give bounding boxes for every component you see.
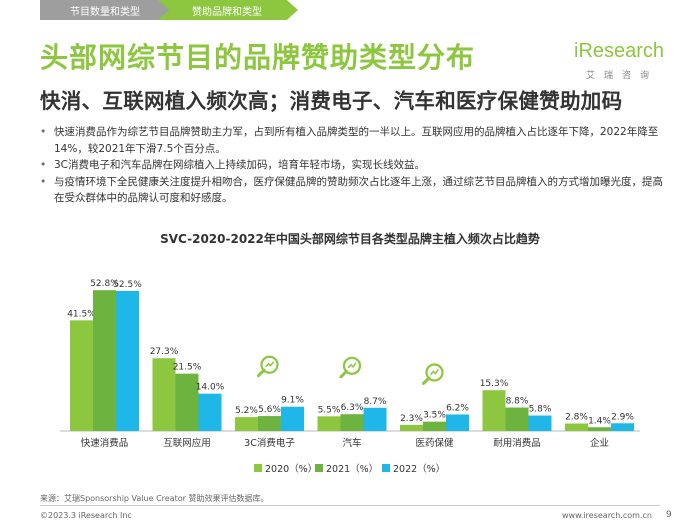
- bar-3: [446, 414, 469, 431]
- magnifier-icon-handle: [257, 368, 266, 378]
- bar-value-label: 5.6%: [258, 405, 281, 415]
- magnifier-icon-handle: [422, 376, 431, 385]
- copyright: ©2023.3 iResearch Inc: [40, 511, 132, 520]
- tab-program-count[interactable]: 节目数量和类型: [40, 0, 170, 20]
- legend-swatch: [382, 464, 390, 472]
- bullet-item: 快速消费品作为综艺节目品牌赞助主力军，占到所有植入品牌类型的一半以上。互联网应用…: [40, 124, 670, 157]
- bar-1: [565, 423, 588, 431]
- legend-label: 2022（%）: [393, 463, 445, 475]
- bar-value-label: 8.7%: [364, 397, 387, 407]
- legend-label: 2021（%）: [326, 463, 378, 475]
- footer-divider: [40, 505, 660, 506]
- iresearch-logo: iResearch 艾瑞咨询: [574, 40, 664, 82]
- category-label: 互联网应用: [163, 437, 211, 449]
- bar-1: [152, 358, 176, 431]
- bar-value-label: 9.1%: [281, 396, 304, 406]
- bar-1: [235, 417, 258, 431]
- magnifier-trend-icon: [429, 369, 440, 375]
- bar-value-label: 2.9%: [611, 412, 634, 422]
- tab-sponsor-brands[interactable]: 赞助品牌和类型: [158, 0, 298, 20]
- magnifier-trend-icon: [347, 362, 357, 369]
- bullet-item: 与疫情环境下全民健康关注度提升相吻合，医疗保健品牌的赞助频次占比逐年上涨，通过综…: [40, 174, 670, 207]
- bar-value-label: 41.5%: [67, 309, 96, 319]
- bar-1: [482, 390, 506, 431]
- page-subtitle: 快消、互联网植入频次高；消费电子、汽车和医疗保健赞助加码: [40, 89, 623, 113]
- legend-swatch: [315, 464, 323, 472]
- bar-value-label: 2.3%: [400, 414, 423, 424]
- source-note: 来源：艾瑞Sponsorship Value Creator 赞助效果评估数据库…: [40, 494, 269, 503]
- chart-title: SVC-2020-2022年中国头部网综节目各类型品牌主植入频次占比趋势: [160, 232, 540, 246]
- magnifier-icon: [425, 363, 444, 382]
- bar-3: [198, 393, 222, 431]
- category-label: 耐用消费品: [493, 437, 541, 449]
- legend-label: 2020（%）: [265, 463, 317, 475]
- bar-2: [588, 427, 611, 431]
- website-link[interactable]: www.iresearch.com.cn: [562, 511, 652, 520]
- bar-value-label: 14.0%: [196, 383, 225, 393]
- bar-3: [363, 407, 387, 431]
- bar-3: [528, 415, 552, 431]
- bar-1: [317, 416, 341, 431]
- category-label: 医药保健: [415, 437, 454, 449]
- page-number: 9: [666, 510, 672, 520]
- bar-value-label: 2.8%: [565, 413, 588, 423]
- bar-3: [611, 423, 634, 431]
- bar-value-label: 5.2%: [235, 406, 258, 416]
- magnifier-icon: [342, 356, 362, 375]
- bar-2: [93, 290, 116, 431]
- magnifier-trend-icon: [264, 361, 275, 368]
- category-label: 快速消费品: [81, 437, 129, 449]
- bar-value-label: 52.5%: [113, 280, 142, 290]
- category-label: 3C消费电子: [244, 437, 295, 449]
- bar-value-label: 52.8%: [90, 279, 119, 289]
- bar-1: [70, 320, 93, 431]
- breadcrumb-tabs: 节目数量和类型 赞助品牌和类型: [0, 0, 330, 22]
- bar-value-label: 3.5%: [423, 411, 446, 421]
- page-title: 头部网综节目的品牌赞助类型分布: [40, 41, 476, 74]
- tab-program-count-label: 节目数量和类型: [70, 7, 140, 18]
- tab-sponsor-brands-label: 赞助品牌和类型: [192, 7, 262, 18]
- logo-chinese: 艾瑞咨询: [586, 71, 659, 81]
- magnifier-icon: [260, 355, 279, 374]
- bar-2: [505, 407, 529, 431]
- bar-value-label: 8.8%: [506, 397, 529, 407]
- bar-value-label: 6.3%: [341, 403, 364, 413]
- bar-2: [258, 416, 281, 431]
- bar-2: [175, 373, 199, 431]
- bar-value-label: 27.3%: [150, 347, 179, 357]
- bullet-item: 3C消费电子和汽车品牌在网综植入上持续加码，培育年轻市场，实现长线效益。: [40, 157, 670, 174]
- bar-1: [400, 424, 423, 431]
- bar-value-label: 5.8%: [529, 405, 552, 415]
- bar-value-label: 5.5%: [318, 405, 341, 415]
- logo-wordmark: iResearch: [574, 40, 665, 62]
- bar-2: [423, 421, 446, 431]
- bullet-list: 快速消费品作为综艺节目品牌赞助主力军，占到所有植入品牌类型的一半以上。互联网应用…: [40, 124, 670, 207]
- bar-value-label: 6.2%: [446, 403, 469, 413]
- category-label: 企业: [590, 437, 609, 449]
- legend-swatch: [254, 464, 262, 472]
- bar-3: [281, 406, 304, 431]
- bar-value-label: 15.3%: [480, 379, 509, 389]
- category-label: 汽车: [342, 437, 361, 449]
- bar-3: [116, 291, 139, 431]
- bar-2: [340, 414, 364, 431]
- bar-value-label: 1.4%: [588, 416, 611, 426]
- magnifier-icon-handle: [339, 369, 348, 379]
- bar-value-label: 21.5%: [173, 363, 202, 373]
